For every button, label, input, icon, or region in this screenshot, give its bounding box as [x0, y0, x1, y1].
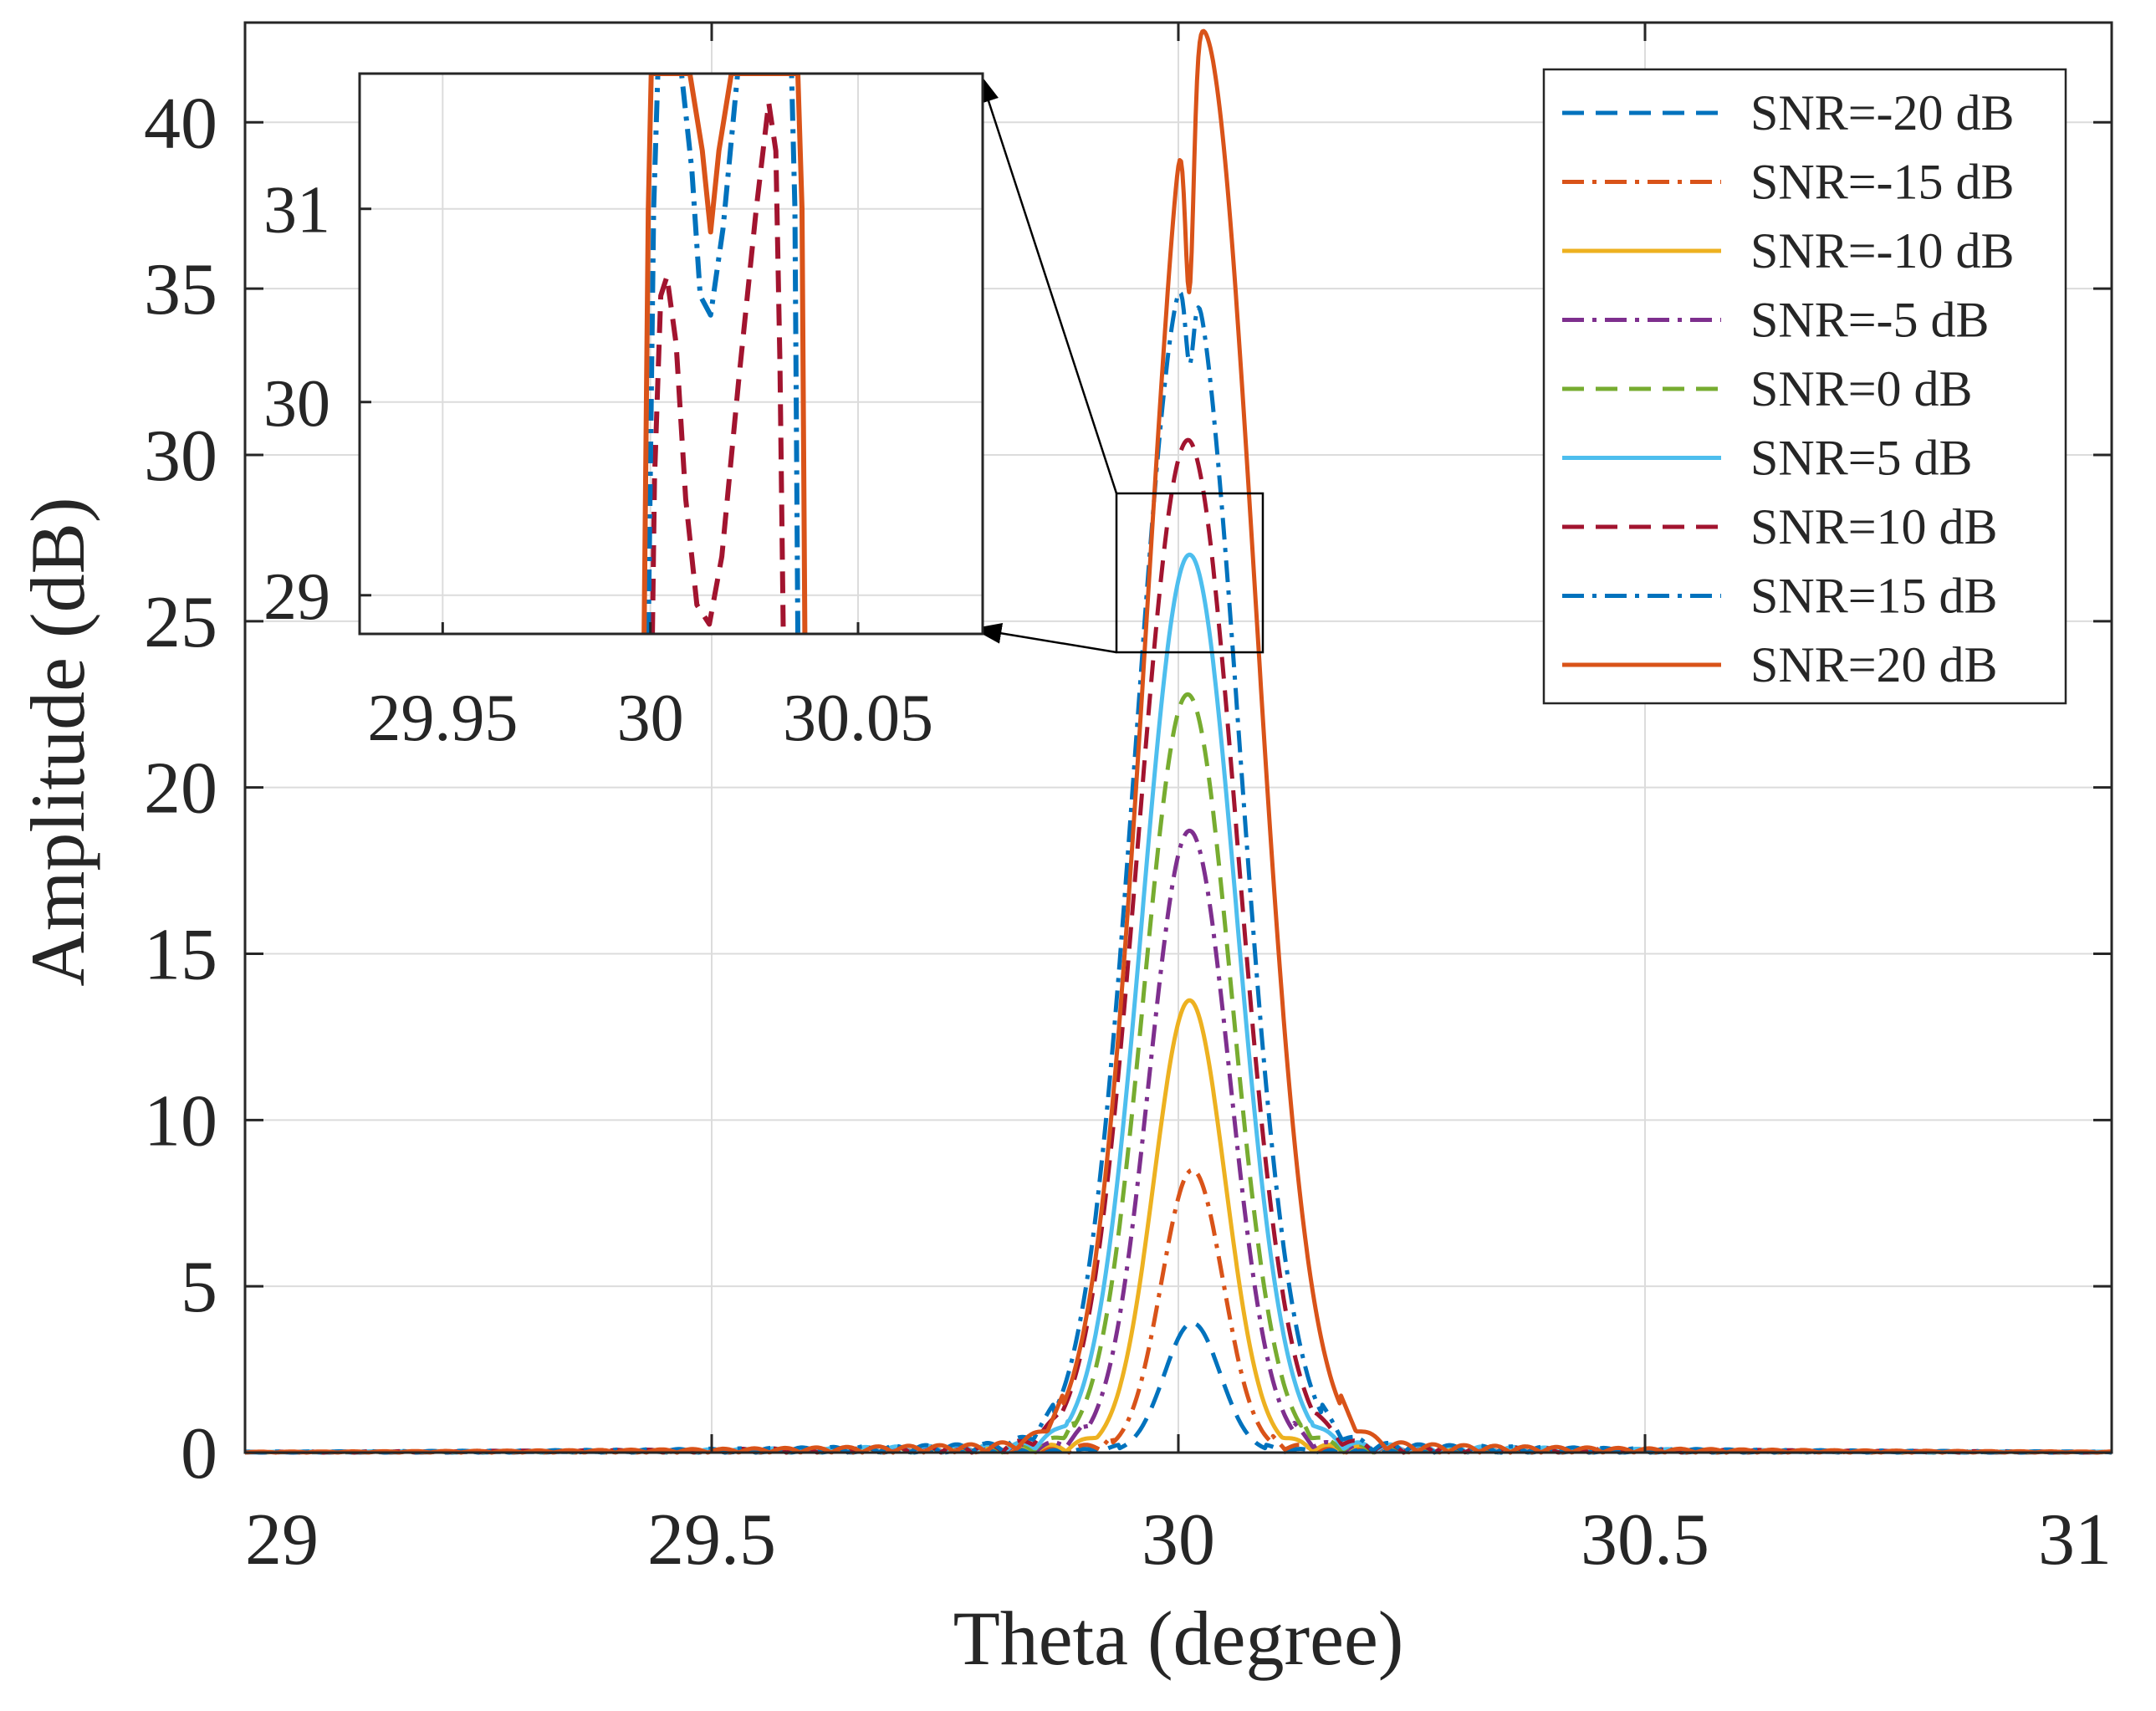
zoom-region-box	[1115, 492, 1264, 654]
x-tick-label: 29	[245, 1499, 319, 1581]
x-tick-label: 31	[2038, 1499, 2112, 1581]
inset-x-tick-label: 30.05	[783, 682, 933, 755]
x-axis-title: Theta (degree)	[953, 1596, 1404, 1681]
y-tick-label: 20	[144, 748, 217, 830]
inset-x-tick-label: 30	[617, 682, 684, 755]
legend-label: SNR=-10 dB	[1750, 223, 2015, 278]
inset-series-line	[646, 74, 800, 634]
legend-box	[1542, 68, 2067, 705]
inset-y-tick-label: 31	[263, 174, 330, 248]
x-tick-label: 30	[1142, 1499, 1215, 1581]
y-axis-title: Amplitude (dB)	[15, 497, 100, 986]
y-tick-label: 25	[144, 582, 217, 663]
zoom-arrow-bottom	[972, 622, 1117, 654]
inset-axis-ticks	[360, 207, 860, 634]
inset-y-tick-label: 29	[263, 560, 330, 634]
legend-label: SNR=-20 dB	[1750, 85, 2015, 140]
inset-series-line	[650, 100, 786, 634]
inset-x-tick-label: 29.95	[367, 682, 518, 755]
y-tick-label: 15	[144, 914, 217, 995]
axis-ticks	[243, 23, 2113, 1454]
legend: SNR=-20 dB SNR=-15 dB SNR=-10 dB SNR=-5 dB S…	[1542, 68, 2067, 705]
x-tick-label: 29.5	[647, 1499, 776, 1581]
legend-label: SNR=20 dB	[1750, 637, 1998, 692]
y-tick-label: 40	[144, 83, 217, 164]
legend-label: SNR=-15 dB	[1750, 155, 2015, 210]
y-tick-label: 35	[144, 249, 217, 330]
legend-label: SNR=5 dB	[1750, 431, 1973, 486]
x-tick-label: 30.5	[1581, 1499, 1709, 1581]
inset-frame	[358, 72, 984, 636]
x-tick-labels: 29 29.5 30 30.5 31	[245, 1499, 2112, 1581]
zoom-arrow-top	[978, 73, 1118, 494]
legend-label: SNR=0 dB	[1750, 361, 1973, 416]
inset-background	[360, 74, 983, 634]
y-tick-label: 10	[144, 1080, 217, 1162]
legend-label: SNR=10 dB	[1750, 499, 1998, 554]
y-tick-label: 0	[181, 1413, 217, 1494]
inset-x-tick-labels: 29.95 30 30.05	[367, 682, 933, 755]
y-tick-label: 30	[144, 416, 217, 497]
inset-y-tick-label: 30	[263, 367, 330, 441]
y-tick-labels: 0 5 10 15 20 25 30 35 40	[144, 83, 217, 1494]
series-lines	[244, 28, 2113, 1455]
inset-zoom-plot: 29.95 30 30.05 29 30 31	[263, 72, 984, 755]
y-tick-label: 5	[181, 1247, 217, 1328]
inset-y-tick-labels: 29 30 31	[263, 174, 330, 634]
inset-series-lines	[641, 74, 808, 634]
inset-series-line	[641, 74, 808, 634]
legend-label: SNR=15 dB	[1750, 569, 1998, 624]
legend-label: SNR=-5 dB	[1750, 293, 1990, 348]
